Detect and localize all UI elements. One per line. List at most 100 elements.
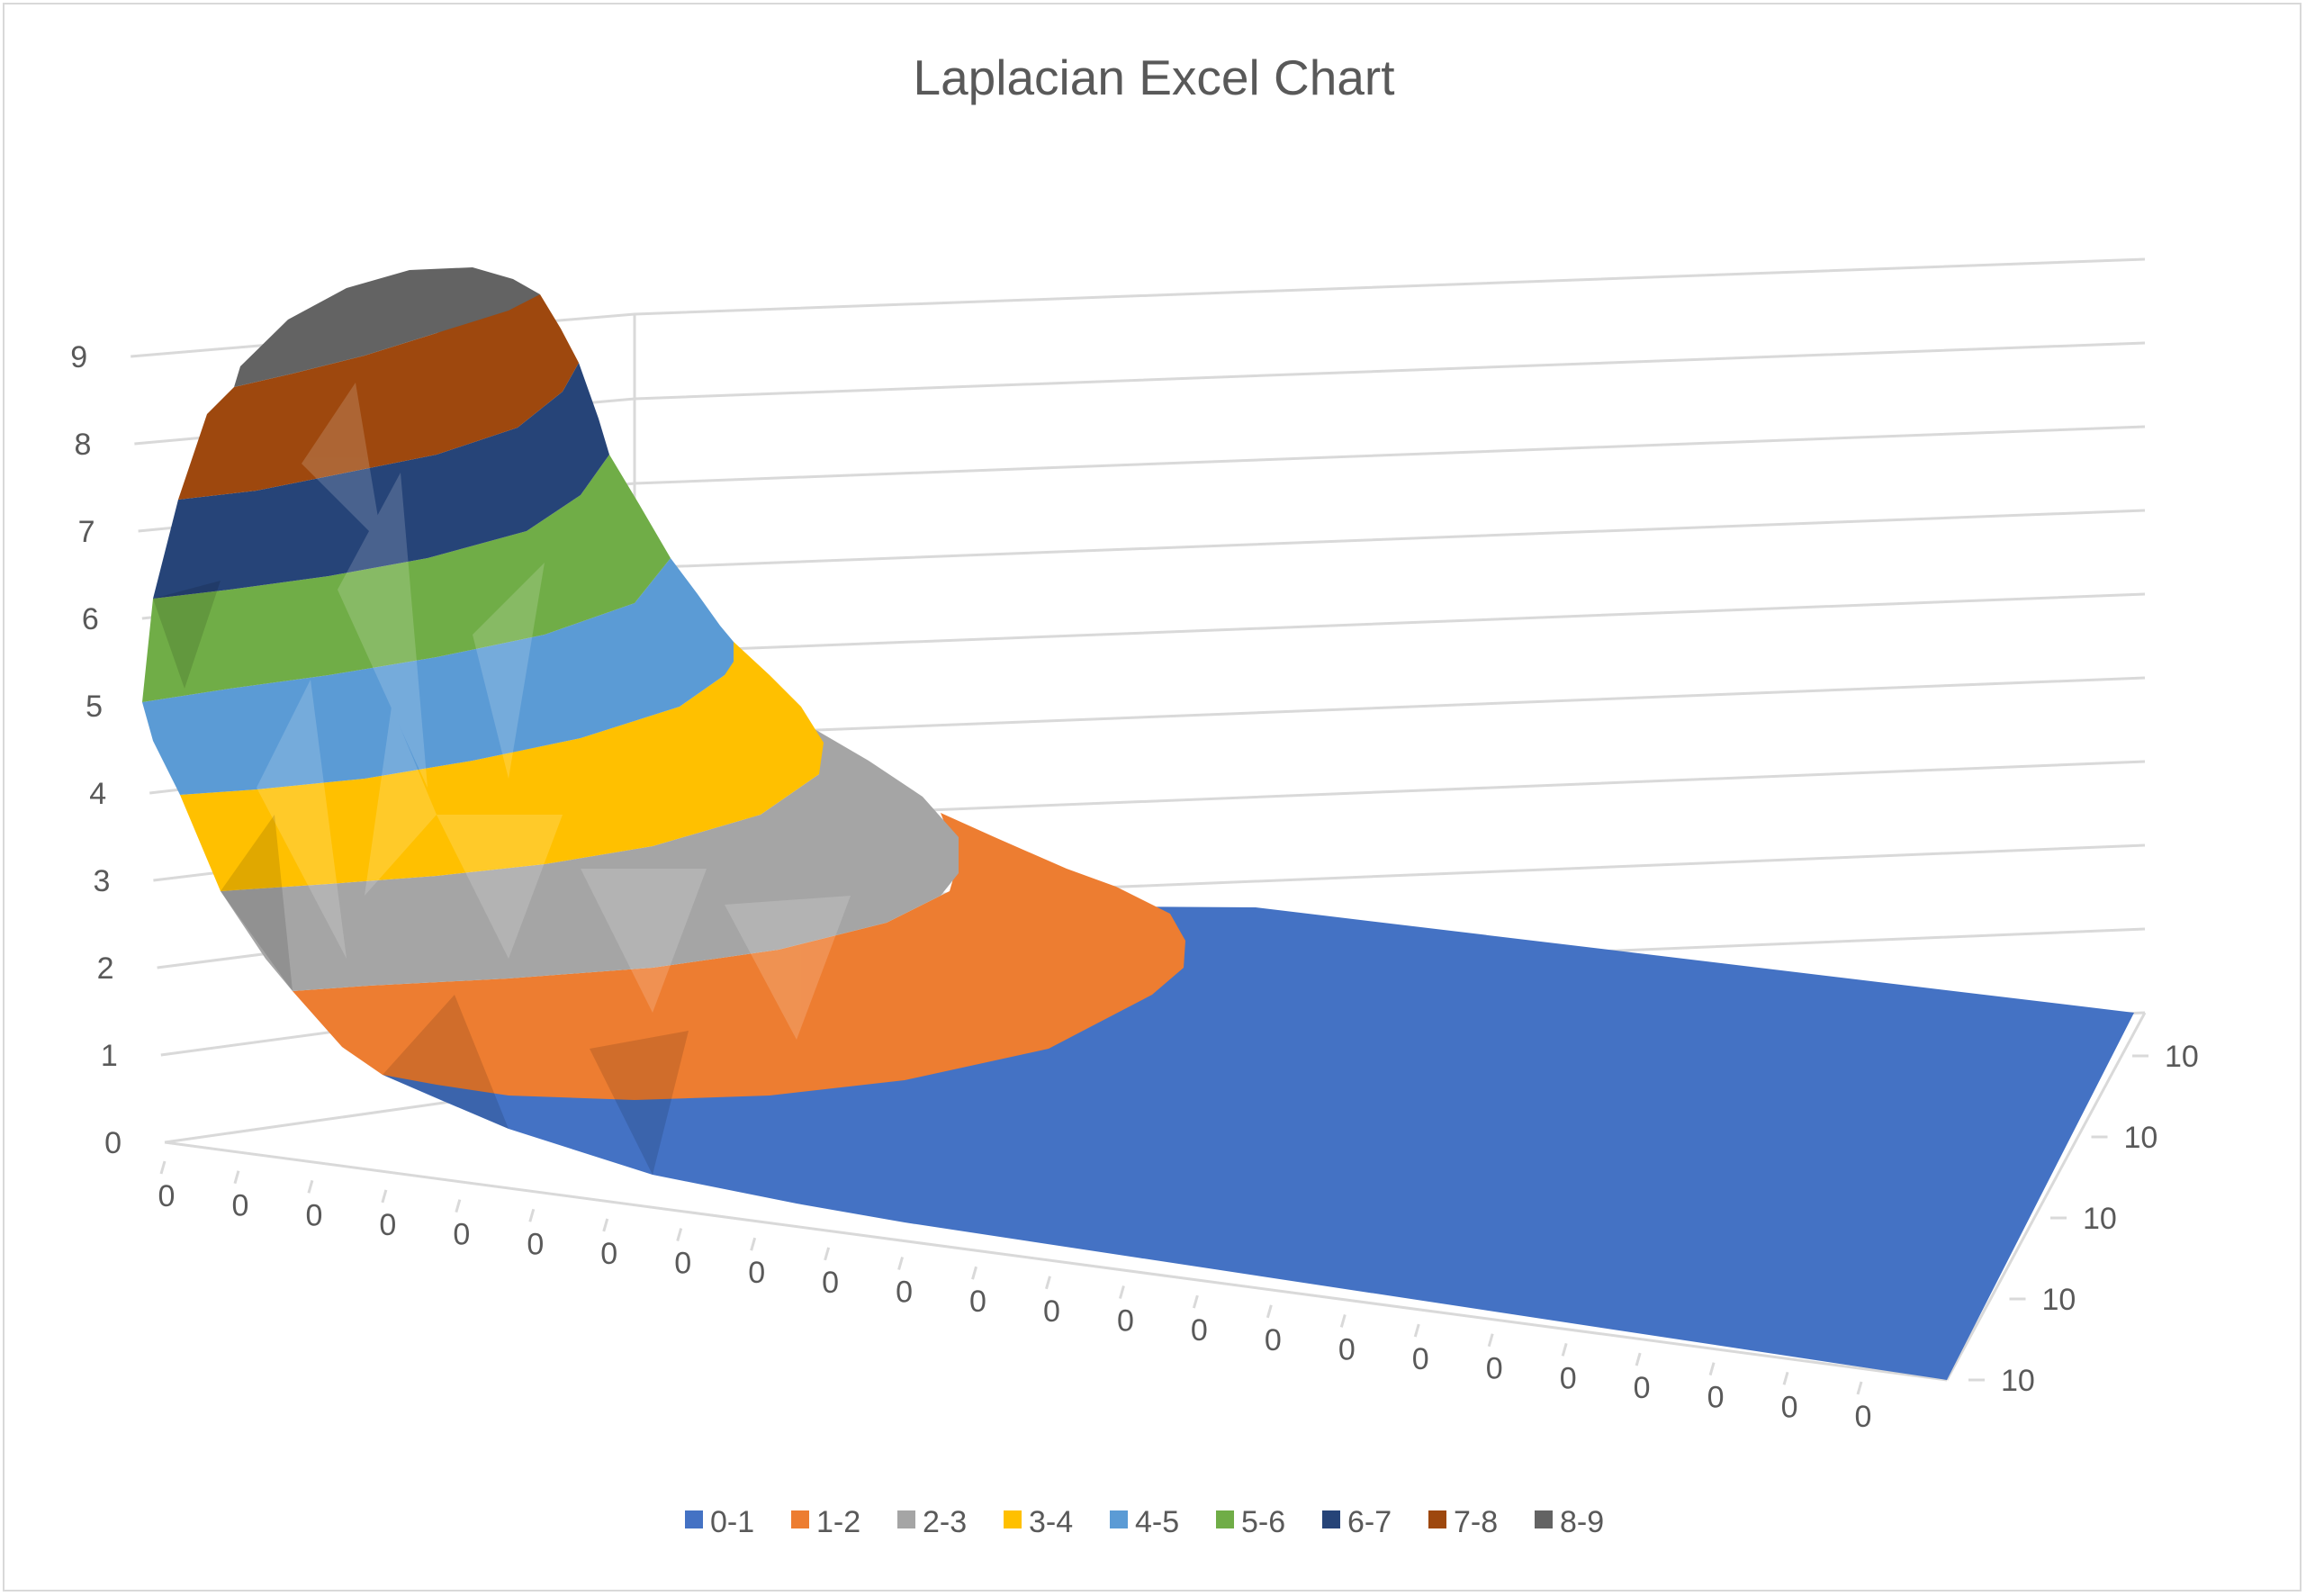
legend-label: 2-3 <box>923 1505 967 1539</box>
x-axis-tick-label: 0 <box>1707 1381 1725 1415</box>
surface-band-1-2 <box>293 813 1185 1100</box>
legend-swatch <box>1322 1510 1340 1528</box>
surface-facet <box>257 680 347 959</box>
y-axis-tick-label: 10 <box>2001 1364 2035 1398</box>
legend-swatch <box>1535 1510 1553 1528</box>
z-axis-tick-label: 0 <box>104 1126 122 1160</box>
x-axis-tick-mark <box>1413 1323 1420 1338</box>
x-axis-tick-mark <box>1045 1276 1051 1290</box>
legend-label: 8-9 <box>1560 1505 1604 1539</box>
x-axis-tick-mark <box>971 1266 977 1280</box>
x-axis-tick-label: 0 <box>1781 1390 1798 1424</box>
surface-band-7-8 <box>178 294 579 500</box>
x-axis-tick-label: 0 <box>600 1237 617 1271</box>
legend: 0-1 1-2 2-3 3-4 4-5 5-6 6-7 7-8 8-9 <box>685 1505 1604 1539</box>
legend-item: 6-7 <box>1322 1505 1392 1539</box>
legend-item: 2-3 <box>897 1505 967 1539</box>
x-axis-tick-label: 0 <box>822 1266 839 1300</box>
surface-shading-facet <box>383 995 509 1129</box>
surface-band-4-5 <box>142 558 734 795</box>
x-axis-tick-label: 0 <box>1412 1342 1429 1376</box>
y-axis-tick-label: 10 <box>2124 1121 2158 1155</box>
z-axis-tick-label: 5 <box>86 690 103 724</box>
surface-facet <box>581 869 707 1013</box>
surface <box>142 267 2134 1380</box>
x-axis-tick-mark <box>897 1257 905 1270</box>
surface-band-5-6 <box>142 455 671 702</box>
x-axis-tick-label: 0 <box>896 1276 913 1310</box>
surface-shading-facet <box>153 581 221 689</box>
x-axis-tick-label: 0 <box>158 1179 176 1213</box>
z-axis-tick-label: 6 <box>82 602 99 636</box>
x-axis-tick-mark <box>233 1170 240 1185</box>
x-axis-tick-mark <box>1339 1314 1347 1328</box>
legend-label: 4-5 <box>1135 1505 1179 1539</box>
z-axis-tick-label: 1 <box>101 1039 118 1073</box>
legend-swatch <box>685 1510 703 1528</box>
legend-label: 5-6 <box>1241 1505 1285 1539</box>
y-axis-tick-label: 10 <box>2165 1040 2199 1074</box>
surface-shading-facet <box>590 1031 689 1175</box>
surface-band-2-3 <box>221 729 959 991</box>
x-axis-tick-mark <box>1856 1381 1863 1395</box>
z-axis-tick-label: 8 <box>74 428 91 462</box>
x-axis-tick-label: 0 <box>1855 1400 1872 1434</box>
z-axis-tick-label: 4 <box>89 777 106 811</box>
surface-facet <box>473 563 545 779</box>
x-axis-tick-mark <box>1635 1352 1642 1366</box>
surface-facets <box>257 383 851 1040</box>
x-axis-tick-mark <box>1266 1304 1273 1319</box>
x-axis-tick-mark <box>1487 1333 1494 1348</box>
x-axis-tick-mark <box>1118 1285 1125 1299</box>
x-axis-tick-label: 0 <box>1338 1332 1356 1366</box>
y-axis-tick-label: 10 <box>2042 1283 2076 1317</box>
x-axis-tick-mark <box>1782 1371 1789 1385</box>
x-axis-tick-mark <box>676 1228 683 1241</box>
legend-label: 3-4 <box>1029 1505 1073 1539</box>
surface-facet <box>437 815 563 959</box>
surface-chart: Laplacian Excel Chart 0 <box>70 50 2199 1539</box>
legend-item: 8-9 <box>1535 1505 1604 1539</box>
x-axis-tick-mark <box>1192 1294 1199 1309</box>
x-axis-tick-mark <box>307 1179 314 1194</box>
chart-frame: Laplacian Excel Chart 0 <box>3 3 2301 1591</box>
x-axis-tick-mark <box>159 1160 167 1175</box>
x-axis-tick-label: 0 <box>1265 1323 1282 1357</box>
x-axis-tick-label: 0 <box>231 1189 248 1223</box>
legend-label: 7-8 <box>1454 1505 1498 1539</box>
surface-facet <box>725 896 851 1040</box>
x-axis-tick-label: 0 <box>1117 1303 1134 1338</box>
legend-label: 6-7 <box>1347 1505 1392 1539</box>
y-axis-tick-labels: 10 10 10 10 10 <box>2001 1040 2199 1398</box>
legend-label: 1-2 <box>816 1505 860 1539</box>
x-axis-tick-mark <box>750 1237 757 1251</box>
legend-swatch <box>897 1510 915 1528</box>
z-axis-tick-label: 3 <box>93 864 110 898</box>
x-axis-tick-mark <box>1561 1342 1568 1357</box>
z-axis-tick-label: 7 <box>78 515 95 549</box>
surface-facet <box>365 707 437 896</box>
y-axis-line <box>1945 1012 2147 1381</box>
legend-item: 4-5 <box>1110 1505 1179 1539</box>
y-axis-tick-label: 10 <box>2083 1202 2117 1236</box>
chart-title: Laplacian Excel Chart <box>913 50 1394 105</box>
x-axis-tick-label: 0 <box>1191 1313 1208 1348</box>
x-axis-line <box>164 1141 1948 1382</box>
surface-shading <box>153 581 689 1175</box>
legend-item: 1-2 <box>791 1505 860 1539</box>
legend-swatch <box>791 1510 809 1528</box>
x-axis-tick-mark <box>381 1189 388 1204</box>
x-axis-tick-mark <box>455 1199 462 1213</box>
x-axis-tick-label: 0 <box>453 1218 470 1252</box>
x-axis-tick-label: 0 <box>305 1198 322 1232</box>
surface-band-6-7 <box>153 363 609 599</box>
x-axis-tick-mark <box>824 1247 831 1261</box>
legend-swatch <box>1428 1510 1446 1528</box>
legend-item: 7-8 <box>1428 1505 1498 1539</box>
x-axis-tick-label: 0 <box>1634 1371 1651 1405</box>
x-axis-tick-mark <box>602 1218 609 1232</box>
surface-band-0-1 <box>383 906 2134 1380</box>
x-axis-tick-label: 0 <box>748 1256 765 1290</box>
x-axis-tick-label: 0 <box>969 1285 986 1319</box>
z-axis-tick-labels: 0 1 2 3 4 5 6 7 8 9 <box>70 340 122 1160</box>
